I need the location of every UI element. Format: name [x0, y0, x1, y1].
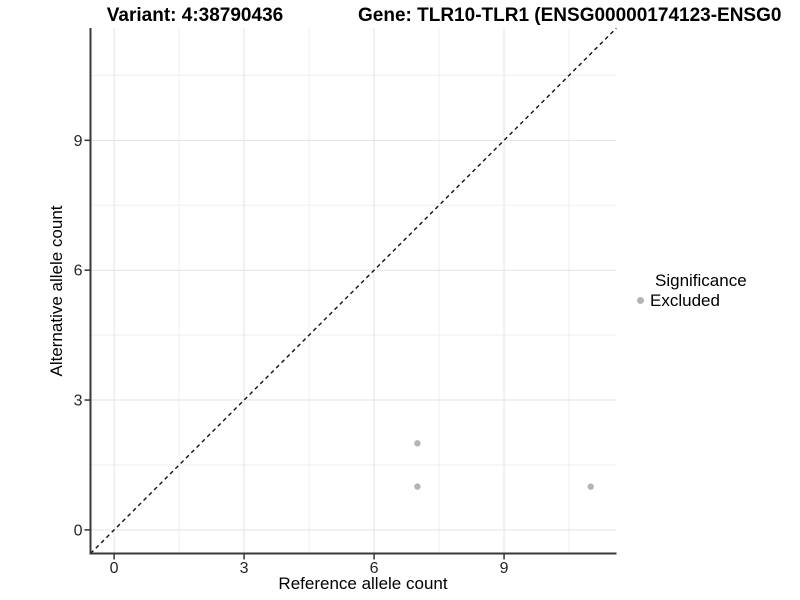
legend-item-excluded: Excluded — [634, 291, 747, 310]
y-tick-label: 3 — [74, 393, 83, 410]
legend-key-dot-icon — [637, 297, 644, 304]
x-tick-label: 6 — [370, 560, 379, 577]
identity-line — [90, 28, 617, 554]
x-axis-title: Reference allele count — [278, 574, 448, 593]
axis-lines — [89, 28, 617, 555]
variant-title: Variant: 4:38790436 — [106, 5, 284, 26]
x-tick-label: 0 — [110, 560, 119, 577]
legend: Significance Excluded — [634, 271, 747, 310]
y-tick-label: 9 — [74, 133, 83, 150]
y-axis-title: Alternative allele count — [47, 205, 66, 377]
data-point — [414, 440, 421, 447]
data-point — [414, 483, 421, 490]
y-tick-label: 6 — [74, 263, 83, 280]
x-tick-label: 9 — [500, 560, 509, 577]
legend-title: Significance — [655, 271, 747, 290]
data-point — [587, 483, 594, 490]
y-tick-label: 0 — [74, 522, 83, 539]
gene-title: Gene: TLR10-TLR1 (ENSG00000174123-ENSG0 — [358, 5, 782, 26]
gridlines-major — [90, 28, 617, 554]
x-tick-label: 3 — [240, 560, 249, 577]
data-points-excluded — [414, 440, 594, 490]
gridlines-minor — [90, 28, 617, 554]
tick-labels: 0 3 6 9 0 3 6 9 — [74, 133, 509, 577]
tick-marks — [84, 139, 505, 560]
legend-item-label: Excluded — [650, 290, 720, 310]
